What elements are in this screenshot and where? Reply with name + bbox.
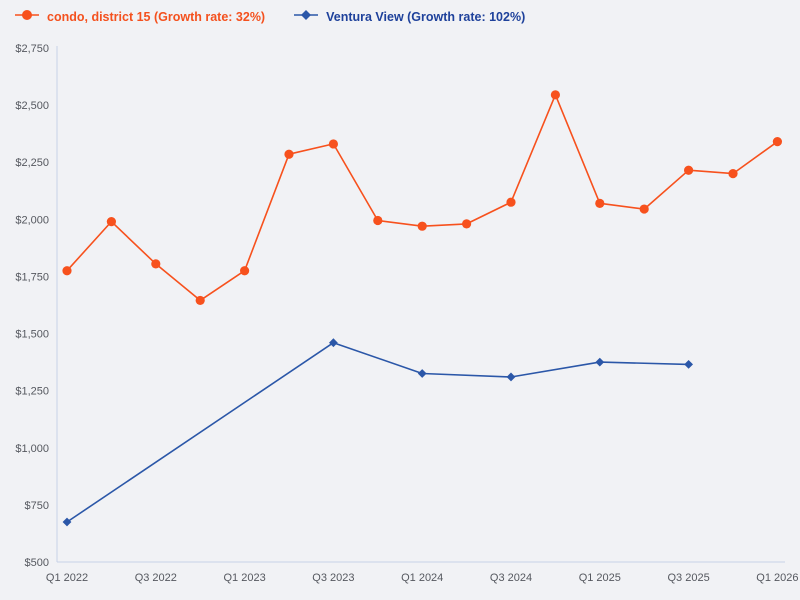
x-tick-label: Q1 2022 <box>46 572 88 584</box>
data-point-marker[interactable] <box>62 266 72 276</box>
x-tick-label: Q1 2023 <box>223 572 265 584</box>
x-tick-label: Q3 2025 <box>667 572 709 584</box>
legend-label-condo-district-15: condo, district 15 (Growth rate: 32%) <box>47 10 266 24</box>
data-point-marker[interactable] <box>240 266 250 276</box>
series-condo-district-15 <box>62 90 783 306</box>
data-point-marker[interactable] <box>284 149 294 159</box>
y-tick-label: $2,500 <box>15 100 49 112</box>
data-point-marker[interactable] <box>417 369 427 378</box>
y-tick-label: $750 <box>25 500 49 512</box>
x-tick-label: Q1 2024 <box>401 572 443 584</box>
y-tick-label: $500 <box>25 557 49 569</box>
data-point-marker[interactable] <box>151 259 161 269</box>
data-point-marker[interactable] <box>684 359 693 369</box>
data-point-marker[interactable] <box>195 295 205 306</box>
y-tick-label: $1,000 <box>15 443 49 455</box>
circle-series-marker-icon <box>14 8 40 26</box>
data-point-marker[interactable] <box>595 357 605 367</box>
legend-label-ventura-view: Ventura View (Growth rate: 102%) <box>326 10 526 24</box>
x-tick-label: Q3 2023 <box>312 572 354 584</box>
data-point-marker[interactable] <box>328 139 338 149</box>
diamond-series-marker-icon <box>293 8 319 26</box>
data-point-marker[interactable] <box>373 215 383 226</box>
series-ventura-view <box>62 338 693 527</box>
x-tick-label: Q3 2024 <box>490 572 532 584</box>
x-tick-label: Q1 2025 <box>579 572 621 584</box>
data-point-marker[interactable] <box>684 165 694 175</box>
data-point-marker[interactable] <box>329 338 338 348</box>
y-tick-label: $1,500 <box>15 329 49 341</box>
data-point-marker[interactable] <box>417 221 427 231</box>
data-point-marker[interactable] <box>639 204 649 214</box>
y-tick-label: $1,250 <box>15 386 49 398</box>
y-tick-label: $2,750 <box>15 43 49 55</box>
data-point-marker[interactable] <box>550 90 561 100</box>
y-tick-label: $2,000 <box>15 214 49 226</box>
y-tick-label: $1,750 <box>15 271 49 283</box>
y-tick-label: $2,250 <box>15 157 49 169</box>
x-tick-label: Q3 2022 <box>135 572 177 584</box>
data-point-marker[interactable] <box>728 169 738 179</box>
data-point-marker[interactable] <box>506 197 516 207</box>
data-point-marker[interactable] <box>772 137 783 147</box>
series-line <box>66 94 779 302</box>
data-point-marker[interactable] <box>595 198 605 208</box>
data-point-marker[interactable] <box>506 372 516 382</box>
series-line <box>66 341 690 523</box>
data-point-marker[interactable] <box>106 217 116 227</box>
data-point-marker[interactable] <box>462 219 472 229</box>
legend-item-ventura-view[interactable]: Ventura View (Growth rate: 102%) <box>293 8 525 26</box>
x-tick-label: Q1 2026 <box>756 572 798 584</box>
data-point-marker[interactable] <box>62 517 72 527</box>
chart-legend: condo, district 15 (Growth rate: 32%) Ve… <box>14 8 525 26</box>
legend-item-condo-district-15[interactable]: condo, district 15 (Growth rate: 32%) <box>14 8 265 26</box>
